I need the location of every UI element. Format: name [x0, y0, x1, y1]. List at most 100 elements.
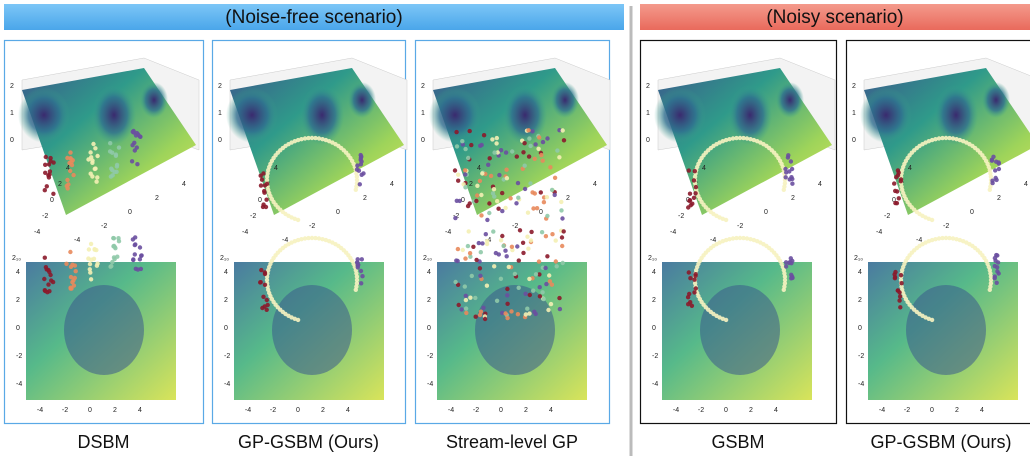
particle — [516, 181, 520, 185]
basin — [272, 285, 352, 375]
particle — [897, 196, 901, 200]
y-tick-label: 4 — [16, 269, 20, 276]
particle — [500, 209, 504, 213]
particle — [532, 310, 536, 314]
y-tick-label: 4 — [427, 269, 431, 276]
particle — [474, 258, 478, 262]
particle — [89, 242, 93, 246]
particle — [464, 294, 468, 298]
y-tick-label: 0 — [427, 325, 431, 332]
particle — [492, 150, 496, 154]
particle — [459, 307, 463, 311]
particle — [87, 247, 91, 251]
z-tick-label: 0 — [852, 137, 856, 144]
z-tick-label: 1 — [218, 110, 222, 117]
particle — [790, 276, 794, 280]
particle — [517, 286, 521, 290]
particle — [73, 276, 77, 280]
particle — [468, 296, 472, 300]
particle — [988, 188, 992, 192]
y-tick-label: -4 — [16, 381, 22, 388]
particle — [694, 185, 698, 189]
y-tick-label: -4 — [242, 229, 248, 236]
particle — [468, 129, 472, 133]
particle — [116, 236, 120, 240]
peak — [140, 82, 168, 118]
y-tick-label: -2 — [250, 213, 256, 220]
particle — [463, 172, 467, 176]
particle — [790, 177, 794, 181]
particle — [88, 270, 92, 274]
particle — [505, 176, 509, 180]
particle — [513, 272, 517, 276]
particle — [562, 229, 566, 233]
particle — [505, 302, 509, 306]
particle — [139, 253, 143, 257]
particle — [88, 262, 92, 266]
x-tick-label: -4 — [448, 407, 454, 414]
particle — [505, 293, 509, 297]
particle — [468, 251, 472, 255]
x-tick-label: 0 — [296, 407, 300, 414]
particle — [526, 247, 530, 251]
particle — [265, 182, 269, 186]
corner-label: 2₁₀ — [854, 255, 863, 262]
particle — [990, 159, 994, 163]
particle — [505, 254, 509, 258]
particle — [360, 274, 364, 278]
particle — [117, 145, 121, 149]
particle — [460, 139, 464, 143]
particle — [993, 274, 997, 278]
particle — [527, 136, 531, 140]
particle — [108, 149, 112, 153]
particle — [263, 283, 267, 287]
particle — [893, 270, 897, 274]
peak — [226, 87, 278, 143]
particle — [499, 238, 503, 242]
particle — [479, 310, 483, 314]
particle — [466, 244, 470, 248]
particle — [109, 174, 113, 178]
x-tick-label: 0 — [128, 209, 132, 216]
particle — [138, 245, 142, 249]
x-tick-label: 0 — [764, 209, 768, 216]
particle — [495, 199, 499, 203]
x-tick-label: 2 — [524, 407, 528, 414]
particle — [466, 156, 470, 160]
particle — [526, 211, 530, 215]
particle — [521, 241, 525, 245]
particle — [550, 188, 554, 192]
particle — [132, 141, 136, 145]
peak — [860, 87, 912, 143]
particle — [43, 256, 47, 260]
particle — [94, 180, 98, 184]
particle — [463, 256, 467, 260]
particle — [686, 295, 690, 299]
particle — [528, 293, 532, 297]
particle — [483, 317, 487, 321]
peak — [92, 85, 136, 145]
particle — [994, 160, 998, 164]
x-tick-label: 4 — [346, 407, 350, 414]
y-tick-label: 4 — [224, 269, 228, 276]
y-tick-label: -2 — [652, 353, 658, 360]
z-tick-label: 1 — [421, 110, 425, 117]
particle — [114, 154, 118, 158]
particle — [478, 179, 482, 183]
particle — [527, 277, 531, 281]
particle — [898, 305, 902, 309]
x-tick-label: 0 — [336, 209, 340, 216]
particle — [354, 288, 358, 292]
particle — [523, 187, 527, 191]
peak — [654, 87, 706, 143]
y-tick-label: 4 — [702, 165, 706, 172]
y-tick-label: 2 — [224, 297, 228, 304]
particle — [689, 203, 693, 207]
particle — [111, 244, 115, 248]
particle — [503, 311, 507, 315]
particle — [529, 230, 533, 234]
particle — [359, 159, 363, 163]
method-label: DSBM — [77, 432, 129, 452]
particle — [359, 269, 363, 273]
particle — [65, 156, 69, 160]
